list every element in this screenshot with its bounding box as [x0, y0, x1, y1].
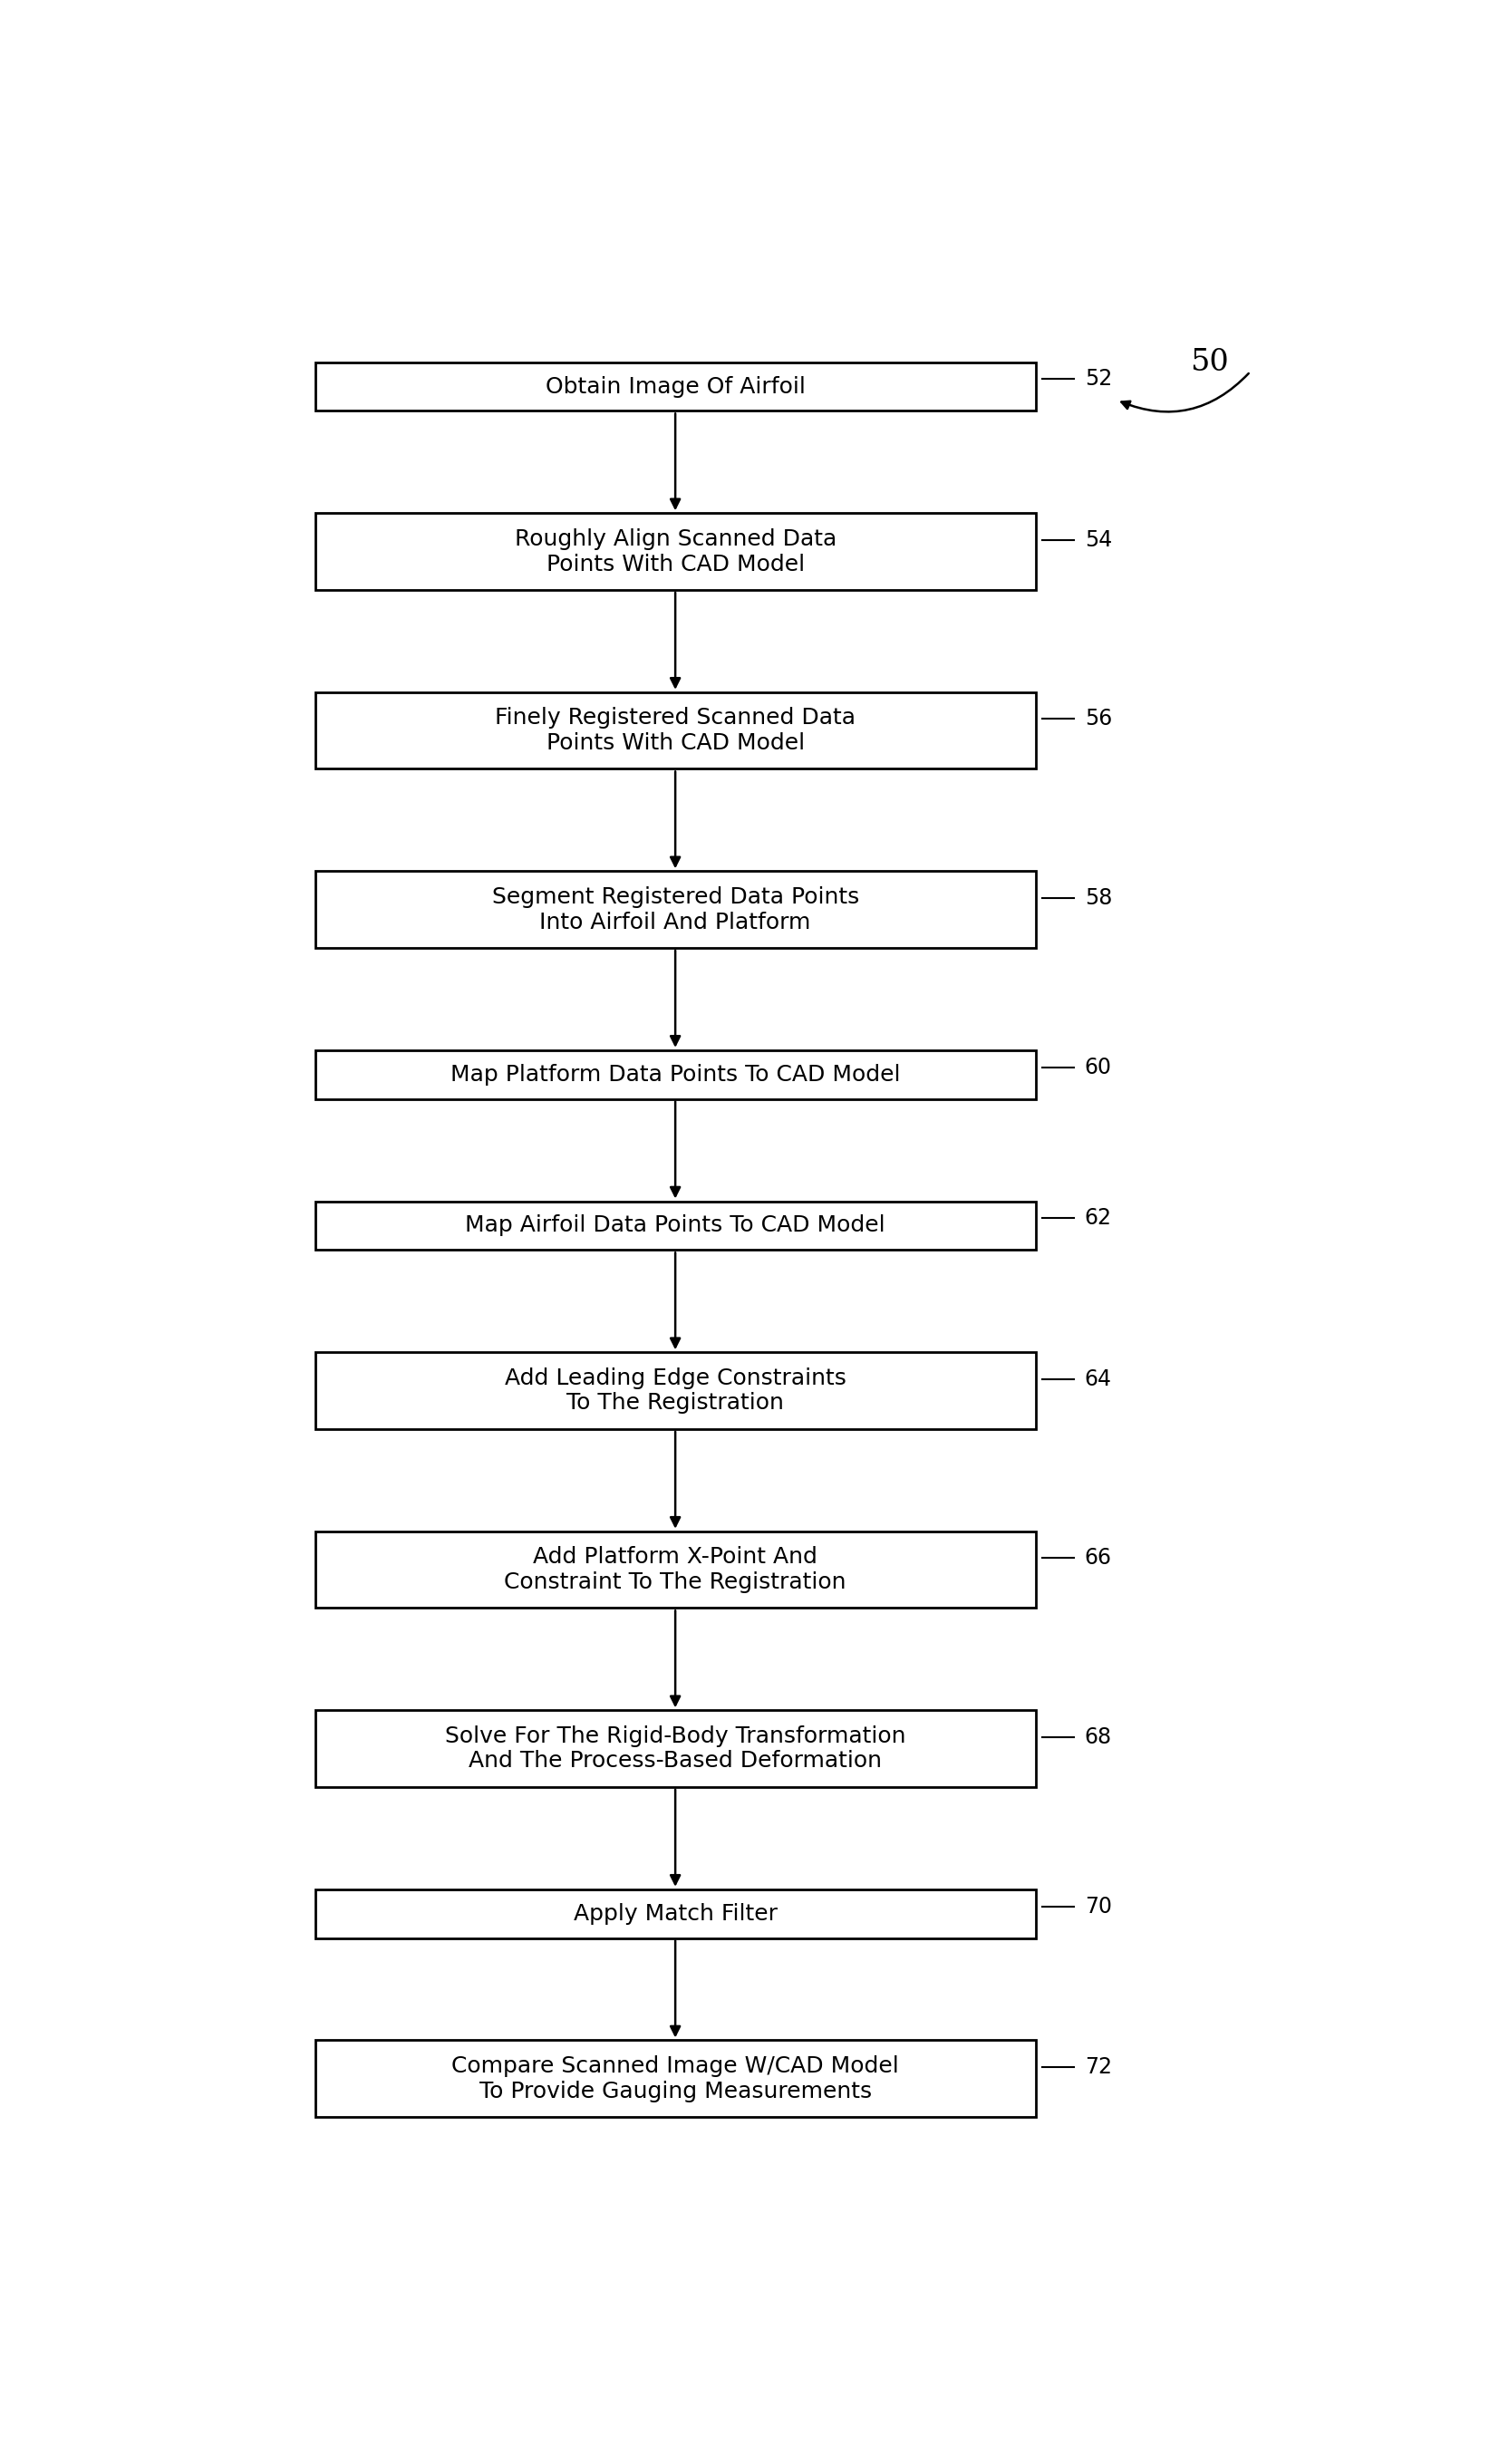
- Text: 70: 70: [1085, 1895, 1112, 1917]
- Text: 58: 58: [1085, 887, 1112, 909]
- FancyBboxPatch shape: [315, 1200, 1036, 1249]
- Text: 56: 56: [1085, 707, 1112, 729]
- Text: Solve For The Rigid-Body Transformation
And The Process-Based Deformation: Solve For The Rigid-Body Transformation …: [445, 1725, 905, 1772]
- FancyBboxPatch shape: [315, 513, 1036, 589]
- Text: Map Platform Data Points To CAD Model: Map Platform Data Points To CAD Model: [450, 1064, 901, 1087]
- Text: Apply Match Filter: Apply Match Filter: [573, 1902, 778, 1924]
- Text: Compare Scanned Image W/CAD Model
To Provide Gauging Measurements: Compare Scanned Image W/CAD Model To Pro…: [451, 2055, 899, 2102]
- FancyBboxPatch shape: [315, 1050, 1036, 1099]
- Text: 68: 68: [1085, 1727, 1112, 1747]
- FancyBboxPatch shape: [315, 872, 1036, 949]
- Text: Finely Registered Scanned Data
Points With CAD Model: Finely Registered Scanned Data Points Wi…: [495, 707, 856, 754]
- Text: Map Airfoil Data Points To CAD Model: Map Airfoil Data Points To CAD Model: [465, 1215, 886, 1237]
- FancyBboxPatch shape: [315, 362, 1036, 411]
- Text: 64: 64: [1085, 1368, 1112, 1390]
- Text: Roughly Align Scanned Data
Points With CAD Model: Roughly Align Scanned Data Points With C…: [514, 527, 836, 574]
- Text: 72: 72: [1085, 2057, 1112, 2077]
- FancyBboxPatch shape: [315, 1353, 1036, 1429]
- FancyBboxPatch shape: [315, 692, 1036, 769]
- FancyBboxPatch shape: [315, 1710, 1036, 1786]
- Text: 54: 54: [1085, 530, 1112, 552]
- Text: Obtain Image Of Airfoil: Obtain Image Of Airfoil: [546, 375, 805, 397]
- Text: 62: 62: [1085, 1207, 1112, 1230]
- Text: Add Platform X-Point And
Constraint To The Registration: Add Platform X-Point And Constraint To T…: [504, 1547, 847, 1594]
- FancyBboxPatch shape: [315, 1530, 1036, 1609]
- Text: 50: 50: [1190, 347, 1229, 377]
- FancyBboxPatch shape: [315, 2040, 1036, 2117]
- FancyBboxPatch shape: [315, 1890, 1036, 1939]
- Text: 52: 52: [1085, 367, 1112, 389]
- Text: 60: 60: [1085, 1057, 1112, 1079]
- Text: Segment Registered Data Points
Into Airfoil And Platform: Segment Registered Data Points Into Airf…: [492, 887, 859, 934]
- Text: Add Leading Edge Constraints
To The Registration: Add Leading Edge Constraints To The Regi…: [505, 1368, 845, 1414]
- Text: 66: 66: [1085, 1547, 1112, 1570]
